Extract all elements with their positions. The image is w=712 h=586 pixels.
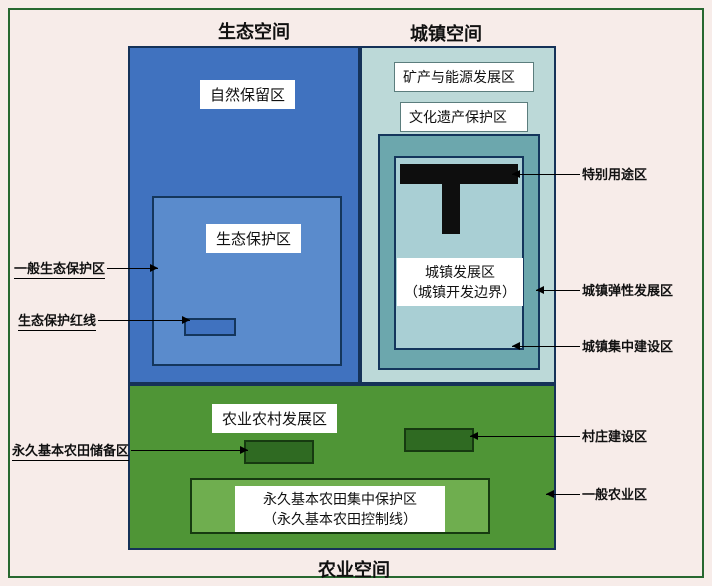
diagram-canvas: 生态空间 城镇空间农业空间 自然保留区生态保护区 矿产与能源发展区文化遗产保护区城镇发… xyxy=(0,0,712,586)
callout-left-1: 生态保护红线 xyxy=(18,310,96,331)
agri-reserve-box xyxy=(244,440,314,464)
urban-mining-label: 矿产与能源发展区 xyxy=(394,62,534,92)
callout-left-0-head xyxy=(150,264,158,272)
callout-right-0: 特别用途区 xyxy=(582,164,647,183)
callout-left-1-line xyxy=(98,320,190,321)
callout-right-2: 城镇集中建设区 xyxy=(582,336,673,355)
callout-right-0-head xyxy=(512,170,520,178)
callout-right-1: 城镇弹性发展区 xyxy=(582,280,673,299)
callout-right-3-head xyxy=(470,432,478,440)
eco-redline-inner xyxy=(184,318,236,336)
callout-right-2-line xyxy=(512,346,580,347)
callout-right-2-head xyxy=(512,342,520,350)
urban-heritage-label: 文化遗产保护区 xyxy=(400,102,528,132)
agri-perm-prot-label: 永久基本农田集中保护区（永久基本农田控制线） xyxy=(235,486,445,532)
urban-t-vbar xyxy=(442,164,460,234)
callout-left-0: 一般生态保护区 xyxy=(14,258,105,279)
callout-left-2: 永久基本农田储备区 xyxy=(12,440,129,461)
agri-dev-label: 农业农村发展区 xyxy=(212,404,337,433)
callout-right-0-line xyxy=(512,174,580,175)
callout-right-1-head xyxy=(536,286,544,294)
callout-right-3-line xyxy=(470,436,580,437)
callout-right-4: 一般农业区 xyxy=(582,484,647,503)
callout-left-2-line xyxy=(131,450,248,451)
eco-protected-zone xyxy=(152,196,342,366)
title-eco: 生态空间 xyxy=(218,18,290,44)
callout-left-2-head xyxy=(240,446,248,454)
callout-right-4-head xyxy=(546,490,554,498)
callout-left-1-head xyxy=(182,316,190,324)
eco-nature-reserve-label: 自然保留区 xyxy=(200,80,295,109)
title-agri: 农业空间 xyxy=(318,556,390,582)
eco-protected-zone-label: 生态保护区 xyxy=(206,224,301,253)
callout-right-3: 村庄建设区 xyxy=(582,426,647,445)
urban-dev-label: 城镇发展区（城镇开发边界） xyxy=(397,258,523,306)
title-urban: 城镇空间 xyxy=(410,20,482,46)
agri-village-box xyxy=(404,428,474,452)
